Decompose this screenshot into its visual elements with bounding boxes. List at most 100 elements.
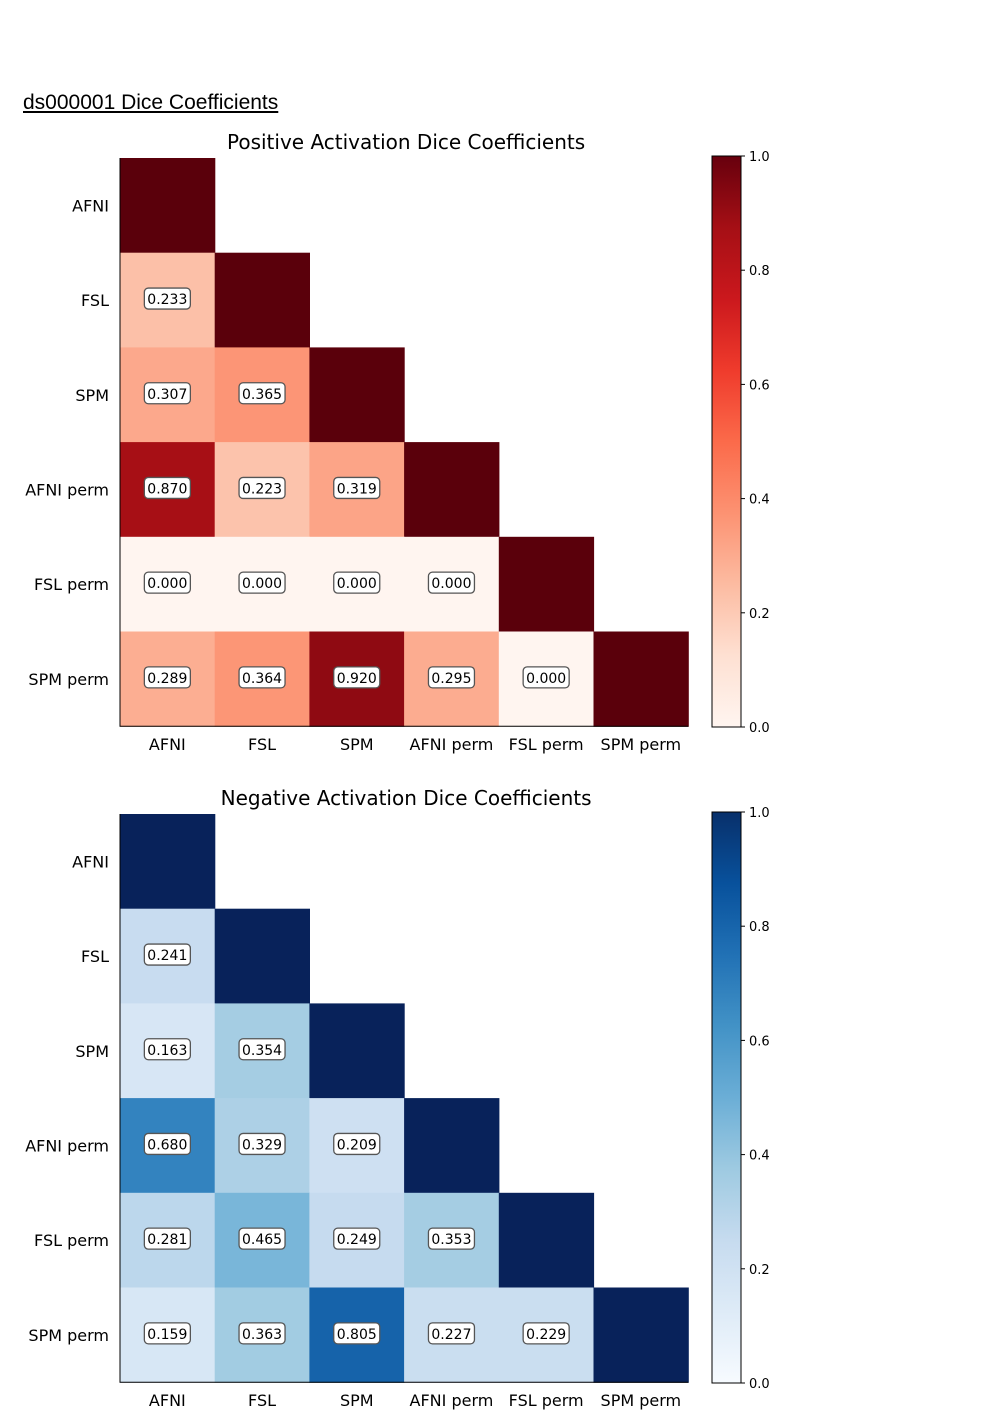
cell-value-label: 0.000 xyxy=(147,576,187,592)
y-tick-label: AFNI xyxy=(72,196,109,215)
cell-value-label: 0.159 xyxy=(147,1327,187,1343)
y-tick-label: AFNI perm xyxy=(25,480,109,499)
y-tick-label: FSL perm xyxy=(34,1231,109,1250)
cell-value-label: 0.329 xyxy=(242,1137,282,1153)
cell-label-box xyxy=(143,943,192,966)
cell-value-label: 0.920 xyxy=(337,671,377,687)
colorbar-tick-label: 0.2 xyxy=(749,1263,770,1278)
colorbar-tick-label: 1.0 xyxy=(749,806,770,821)
cell-value-label: 0.223 xyxy=(242,481,282,497)
x-tick-label: AFNI perm xyxy=(410,735,494,754)
heatmap-cell-diagonal xyxy=(404,442,500,538)
cell-value-label: 0.363 xyxy=(242,1327,282,1343)
cell-value-label: 0.680 xyxy=(147,1137,187,1153)
heatmap-cell-diagonal xyxy=(593,1287,689,1383)
heatmap-cell-diagonal xyxy=(214,908,310,1004)
x-tick-label: AFNI perm xyxy=(410,1391,494,1410)
cell-label-box xyxy=(427,666,476,689)
x-tick-label: SPM perm xyxy=(601,735,682,754)
heatmap-cell-diagonal xyxy=(120,814,216,910)
x-tick-label: FSL xyxy=(248,1391,276,1410)
colorbar-tick-label: 0.8 xyxy=(749,920,770,935)
x-tick-label: AFNI xyxy=(149,735,186,754)
chart-title: Positive Activation Dice Coefficients xyxy=(227,130,585,154)
axes-frame xyxy=(119,158,689,727)
cell-label-box xyxy=(238,1038,286,1061)
cell-label-box xyxy=(522,666,570,689)
cell-value-label: 0.289 xyxy=(147,671,187,687)
colorbar-tick-label: 0.0 xyxy=(749,1377,770,1392)
y-tick-label: SPM xyxy=(75,1042,109,1061)
cell-value-label: 0.465 xyxy=(242,1232,282,1248)
y-tick-label: SPM xyxy=(75,386,109,405)
x-tick-label: FSL perm xyxy=(509,735,584,754)
cell-value-label: 0.364 xyxy=(242,671,282,687)
heatmap-cell-diagonal xyxy=(309,1003,405,1099)
heatmap-cell-diagonal xyxy=(309,347,405,443)
cell-value-label: 0.163 xyxy=(147,1043,187,1059)
negative-dice-heatmap: Negative Activation Dice Coefficients 0.2… xyxy=(25,786,770,1410)
cell-label-box xyxy=(238,571,286,594)
colorbar xyxy=(711,811,742,1384)
cell-label-box xyxy=(143,382,192,405)
cell-label-box xyxy=(333,1322,381,1345)
heatmap-cell-diagonal xyxy=(214,252,310,348)
cell-value-label: 0.227 xyxy=(431,1327,471,1343)
cell-value-label: 0.241 xyxy=(147,948,187,964)
x-tick-label: SPM xyxy=(340,1391,374,1410)
cell-label-box xyxy=(333,1227,381,1250)
heatmap-cell-diagonal xyxy=(498,1192,595,1289)
colorbar-tick-label: 0.2 xyxy=(749,607,770,622)
axes-frame xyxy=(119,814,689,1383)
cell-label-box xyxy=(143,666,192,689)
cell-value-label: 0.365 xyxy=(242,387,282,403)
y-tick-label: SPM perm xyxy=(28,670,109,689)
cell-label-box xyxy=(143,1322,192,1345)
cell-label-box xyxy=(238,382,286,405)
cell-value-label: 0.307 xyxy=(147,387,187,403)
colorbar-tick-label: 0.6 xyxy=(749,1034,770,1049)
cell-value-label: 0.354 xyxy=(242,1043,282,1059)
y-tick-label: AFNI xyxy=(72,852,109,871)
cell-label-box xyxy=(238,1132,286,1156)
cell-value-label: 0.353 xyxy=(431,1232,471,1248)
cell-value-label: 0.281 xyxy=(147,1232,187,1248)
cell-label-box xyxy=(333,666,381,689)
colorbar xyxy=(711,155,742,728)
cell-value-label: 0.000 xyxy=(242,576,282,592)
cell-label-box xyxy=(238,476,286,500)
cell-value-label: 0.000 xyxy=(526,671,566,687)
cell-label-box xyxy=(427,571,476,594)
cell-value-label: 0.295 xyxy=(431,671,471,687)
cell-label-box xyxy=(238,1227,286,1250)
colorbar-tick-label: 0.4 xyxy=(749,1149,770,1164)
y-tick-label: FSL xyxy=(81,291,109,310)
cell-value-label: 0.249 xyxy=(337,1232,377,1248)
y-tick-label: FSL perm xyxy=(34,575,109,594)
heatmap-cell-diagonal xyxy=(593,631,689,727)
cell-value-label: 0.870 xyxy=(147,481,187,497)
cell-value-label: 0.319 xyxy=(337,481,377,497)
cell-label-box xyxy=(143,287,192,310)
colorbar-tick-label: 0.0 xyxy=(749,721,770,736)
cell-label-box xyxy=(427,1227,476,1250)
cell-value-label: 0.000 xyxy=(431,576,471,592)
cell-label-box xyxy=(522,1322,570,1345)
colorbar-tick-label: 1.0 xyxy=(749,150,770,165)
cell-value-label: 0.209 xyxy=(337,1137,377,1153)
x-tick-label: SPM perm xyxy=(601,1391,682,1410)
heatmap-cell-diagonal xyxy=(404,1098,500,1194)
positive-dice-heatmap: Positive Activation Dice Coefficients 0.2… xyxy=(25,130,770,754)
cell-label-box xyxy=(143,1227,192,1250)
document-title: ds000001 Dice Coefficients xyxy=(23,91,279,114)
heatmap-cell-diagonal xyxy=(498,536,595,633)
cell-label-box xyxy=(143,476,192,500)
cell-label-box xyxy=(333,1132,381,1156)
y-tick-label: AFNI perm xyxy=(25,1136,109,1155)
cell-label-box xyxy=(333,476,381,500)
cell-value-label: 0.805 xyxy=(337,1327,377,1343)
x-tick-label: FSL xyxy=(248,735,276,754)
cell-label-box xyxy=(238,666,286,689)
y-tick-label: FSL xyxy=(81,947,109,966)
x-tick-label: AFNI xyxy=(149,1391,186,1410)
